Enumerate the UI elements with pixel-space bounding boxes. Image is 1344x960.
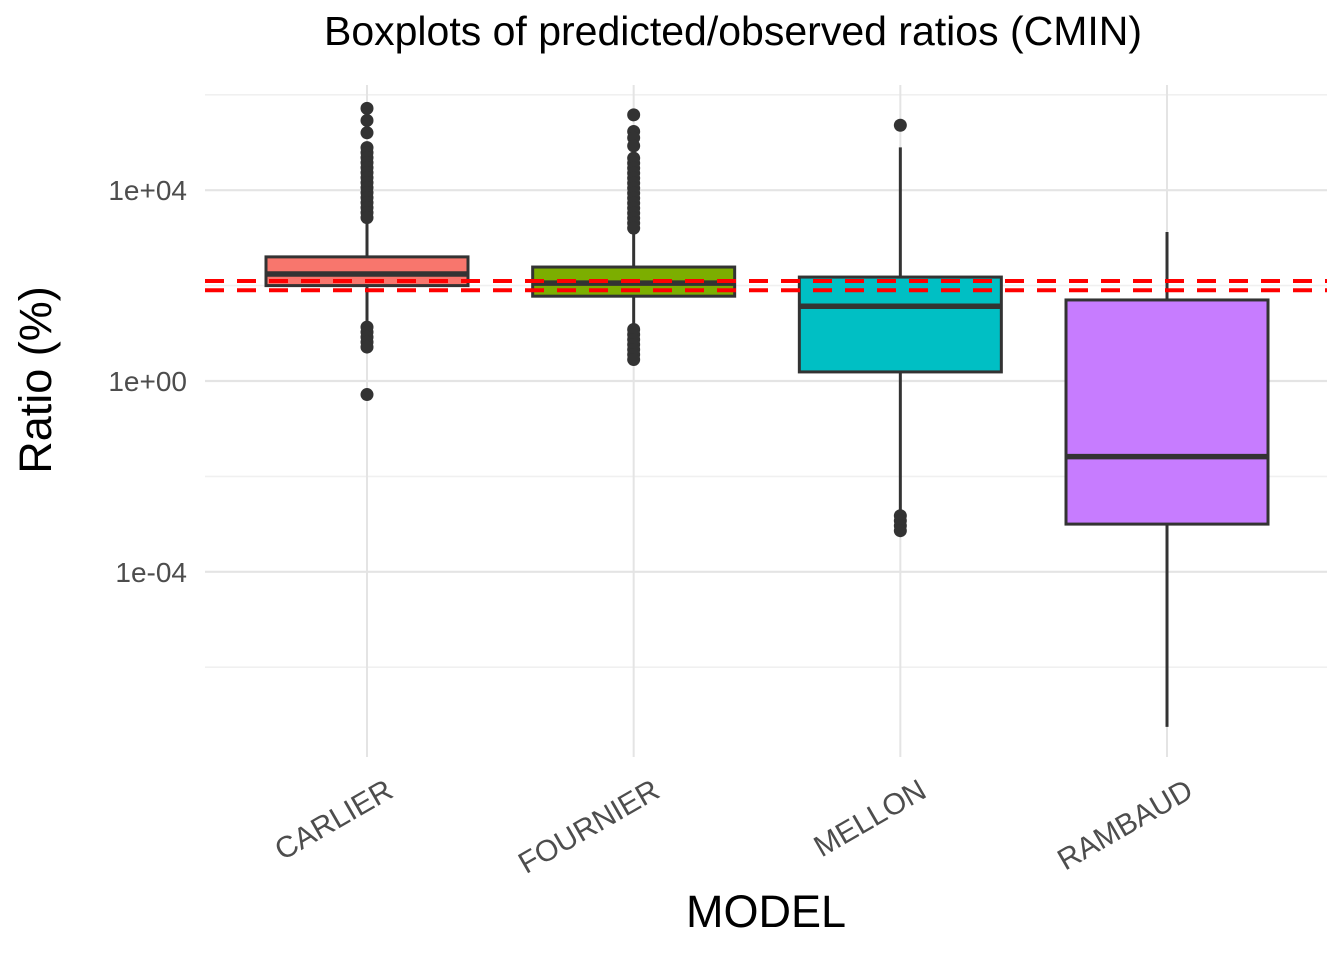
outlier-point	[360, 388, 374, 402]
iqr-box	[1064, 298, 1270, 526]
outlier-point	[627, 221, 641, 235]
boxplot-mellon	[797, 118, 1003, 538]
x-axis-title: MODEL	[685, 886, 847, 937]
x-tick-label-fournier: FOURNIER	[513, 773, 665, 880]
outlier-point	[360, 340, 374, 354]
outlier-point	[627, 353, 641, 367]
y-tick-label: 1e+04	[108, 175, 187, 206]
boxplot-fournier	[531, 108, 737, 367]
outlier-point	[893, 524, 907, 538]
boxplot-carlier	[264, 101, 470, 402]
outlier-point	[360, 126, 374, 140]
outlier-point	[627, 108, 641, 122]
outlier-point	[893, 118, 907, 132]
outlier-point	[360, 113, 374, 127]
outlier-point	[360, 101, 374, 115]
iqr-box	[797, 275, 1003, 374]
x-tick-label-mellon: MELLON	[808, 773, 931, 863]
x-tick-label-carlier: CARLIER	[269, 773, 398, 867]
x-tick-label-rambaud: RAMBAUD	[1052, 773, 1198, 877]
y-tick-label: 1e+00	[108, 366, 187, 397]
boxplot-rambaud	[1064, 231, 1270, 727]
y-tick-label: 1e-04	[115, 557, 187, 588]
outlier-point	[627, 139, 641, 153]
outlier-point	[360, 211, 374, 225]
plot-title: Boxplots of predicted/observed ratios (C…	[323, 8, 1143, 54]
